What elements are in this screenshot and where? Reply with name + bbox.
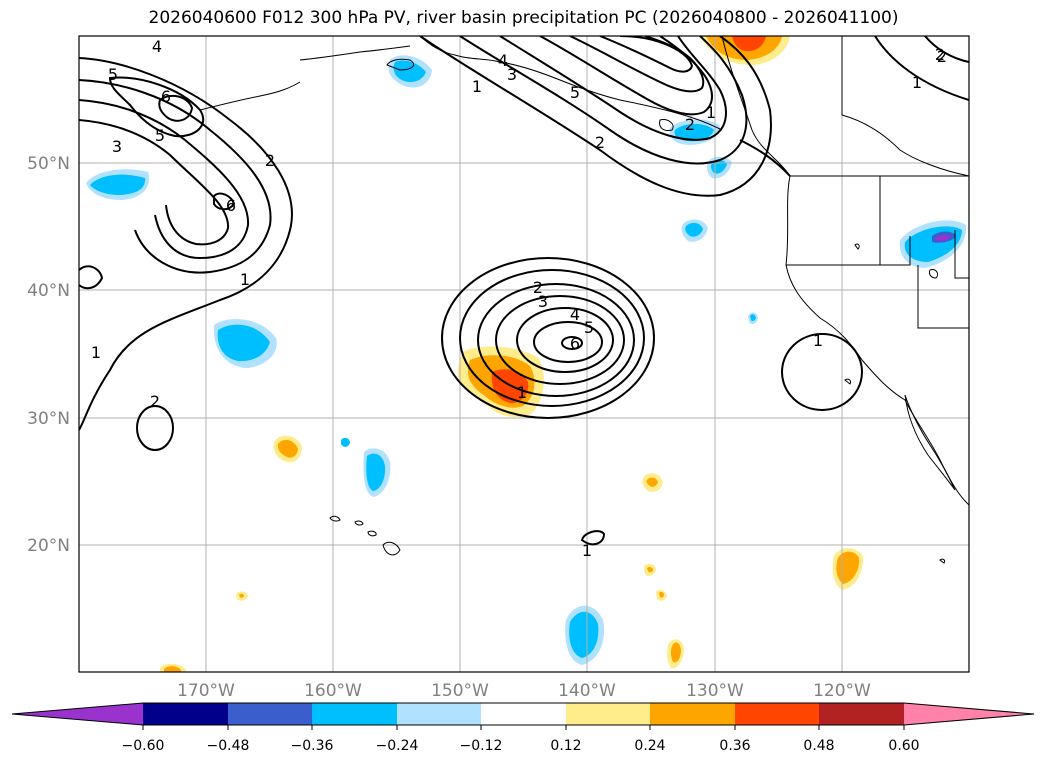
latitude-labels: 50°N 40°N 30°N 20°N: [27, 154, 70, 556]
precip-negative-area: [569, 611, 599, 658]
precip-negative-area: [750, 314, 756, 322]
colorbar-tick: 0.36: [719, 738, 750, 754]
precip-negative-area: [90, 174, 146, 195]
precip-positive-area: [732, 36, 766, 52]
colorbar-segment: [481, 703, 566, 725]
lon-label-120w: 120°W: [813, 681, 871, 701]
colorbar-tick: −0.48: [207, 738, 250, 754]
precip-negative-area: [393, 60, 426, 83]
contour-label: 2: [533, 278, 543, 297]
colorbar-segment: [228, 703, 312, 725]
colorbar-tick: −0.60: [122, 738, 165, 754]
contour-label: 5: [570, 83, 580, 102]
precip-negative-area: [936, 235, 951, 242]
colorbar-tick: 0.60: [888, 738, 919, 754]
lat-label-30n: 30°N: [27, 409, 70, 429]
contour-label: 5: [155, 126, 165, 145]
contour-label: 6: [570, 334, 580, 353]
precip-shading: [86, 36, 967, 672]
contour-label: 1: [91, 343, 101, 362]
colorbar-segment: [312, 703, 397, 725]
lon-label-170w: 170°W: [177, 681, 235, 701]
lat-label-50n: 50°N: [27, 154, 70, 174]
contour-label: 1: [912, 73, 922, 92]
longitude-labels: 170°W 160°W 150°W 140°W 130°W 120°W: [177, 681, 871, 701]
colorbar-segment: [143, 703, 228, 725]
colorbar-segment: [12, 703, 143, 725]
colorbar-tick: 0.48: [803, 738, 834, 754]
precip-positive-area: [659, 591, 664, 598]
colorbar-segment: [566, 703, 650, 725]
contour-label: 2: [595, 133, 605, 152]
precip-positive-area: [670, 642, 681, 663]
coastlines: [199, 36, 969, 564]
colorbar-tick: 0.24: [634, 738, 665, 754]
precip-negative-area: [685, 222, 703, 237]
contour-label: 5: [108, 65, 118, 84]
contour-label: 5: [584, 318, 594, 337]
pv-contours: [79, 36, 969, 546]
lon-label-140w: 140°W: [558, 681, 616, 701]
precip-positive-area: [646, 477, 658, 487]
precip-positive-area: [164, 666, 181, 672]
precip-negative-area: [217, 324, 270, 362]
lat-label-40n: 40°N: [27, 281, 70, 301]
colorbar: −0.60 −0.48 −0.36 −0.24 −0.12 0.12 0.24 …: [11, 702, 1035, 754]
contour-label: 1: [517, 383, 527, 402]
contour-label: 2: [150, 392, 160, 411]
lon-label-130w: 130°W: [686, 681, 744, 701]
lat-label-20n: 20°N: [27, 536, 70, 556]
colorbar-segment: [819, 703, 904, 725]
contour-label: 3: [507, 65, 517, 84]
contour-label: 3: [538, 292, 548, 311]
contour-label: 4: [152, 37, 162, 56]
precip-negative-area: [341, 437, 350, 447]
contour-label: 6: [161, 87, 171, 106]
contour-label: 2: [935, 45, 945, 64]
contour-label: 1: [472, 77, 482, 96]
contour-label: 1: [240, 270, 250, 289]
contour-label: 1: [582, 541, 592, 560]
colorbar-tick: −0.12: [460, 738, 503, 754]
lon-label-160w: 160°W: [304, 681, 362, 701]
precip-negative-area: [366, 453, 386, 491]
contour-label: 2: [937, 47, 947, 66]
contour-label: 4: [570, 305, 580, 324]
precip-negative-area: [674, 124, 714, 142]
contour-label: 1: [706, 103, 716, 122]
colorbar-tick: −0.24: [376, 738, 419, 754]
contour-labels: 4 5 6 6 5 3 2 1 1 2 4 3 1 5 2 1 2 2 3 4 …: [91, 37, 947, 560]
colorbar-tick: −0.36: [291, 738, 334, 754]
colorbar-segment: [397, 703, 481, 725]
contour-label: 4: [498, 51, 508, 70]
contour-label: 2: [265, 151, 275, 170]
colorbar-tick: 0.12: [550, 738, 581, 754]
lon-label-150w: 150°W: [431, 681, 489, 701]
colorbar-segment: [650, 703, 735, 725]
graticule: [79, 36, 969, 672]
precip-positive-area: [647, 566, 653, 573]
colorbar-segment: [735, 703, 819, 725]
contour-label: 6: [226, 196, 236, 215]
contour-label: 3: [112, 137, 122, 156]
contour-label: 2: [685, 115, 695, 134]
precip-positive-area: [277, 439, 298, 458]
map-title: 2026040600 F012 300 hPa PV, river basin …: [148, 8, 899, 28]
contour-label: 1: [813, 331, 823, 350]
colorbar-segment: [904, 703, 1034, 725]
precip-positive-area: [239, 593, 244, 598]
map-frame: [78, 35, 970, 673]
